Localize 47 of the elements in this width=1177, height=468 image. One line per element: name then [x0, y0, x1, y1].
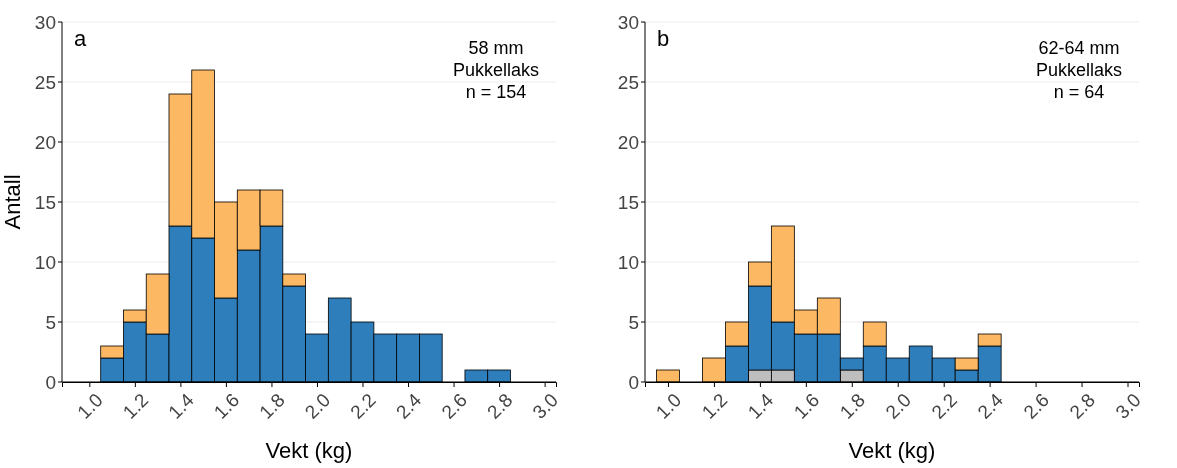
y-tick-label: 15 [34, 191, 56, 213]
annotation: 62-64 mm [1038, 38, 1120, 58]
y-tick-label: 25 [34, 71, 56, 93]
y-tick-label: 0 [628, 371, 639, 393]
y-tick-label: 30 [34, 11, 56, 33]
annotation: Pukkellaks [1035, 60, 1123, 80]
x-tick-label: 1.0 [73, 389, 107, 423]
y-tick-label: 10 [34, 251, 56, 273]
annotation: n = 154 [465, 82, 527, 102]
y-tick-label: 10 [617, 251, 639, 273]
x-tick-label: 1.6 [209, 389, 244, 423]
x-tick-label: 2.4 [391, 389, 426, 423]
x-tick-label: 1.2 [697, 389, 732, 423]
x-axis-title: Vekt (kg) [848, 438, 936, 463]
annotation: b [657, 26, 670, 51]
x-tick-label: 2.0 [881, 389, 916, 423]
y-tick-label: 15 [617, 191, 639, 213]
x-tick-label: 1.8 [835, 389, 870, 423]
x-tick-label: 2.4 [973, 389, 1008, 423]
y-tick-label: 5 [45, 311, 56, 333]
x-tick-label: 2.6 [437, 389, 471, 423]
x-tick-label: 3.0 [528, 389, 562, 423]
y-tick-label: 25 [617, 71, 639, 93]
x-tick-label: 2.2 [927, 389, 962, 423]
x-tick-label: 1.8 [255, 389, 289, 423]
x-tick-label: 1.6 [789, 389, 824, 423]
y-tick-label: 5 [628, 311, 639, 333]
x-tick-label: 1.4 [164, 389, 199, 423]
annotation: n = 64 [1053, 82, 1105, 102]
y-tick-label: 20 [34, 131, 56, 153]
x-tick-label: 3.0 [1111, 389, 1145, 423]
annotation: a [74, 26, 87, 51]
x-tick-label: 2.2 [346, 389, 380, 423]
x-tick-label: 2.6 [1019, 389, 1053, 423]
y-tick-label: 0 [45, 371, 56, 393]
annotation: Pukkellaks [452, 60, 540, 80]
y-tick-label: 30 [617, 11, 639, 33]
y-tick-label: 20 [617, 131, 639, 153]
x-tick-label: 2.8 [1065, 389, 1099, 423]
y-axis-title: Antall [0, 174, 25, 230]
x-tick-label: 2.8 [482, 389, 517, 423]
x-tick-label: 2.0 [300, 389, 335, 423]
x-tick-label: 1.4 [743, 389, 778, 423]
x-tick-label: 1.2 [118, 389, 153, 423]
annotation: 58 mm [468, 38, 524, 58]
x-axis-title: Vekt (kg) [265, 438, 353, 463]
x-tick-label: 1.0 [651, 389, 686, 423]
